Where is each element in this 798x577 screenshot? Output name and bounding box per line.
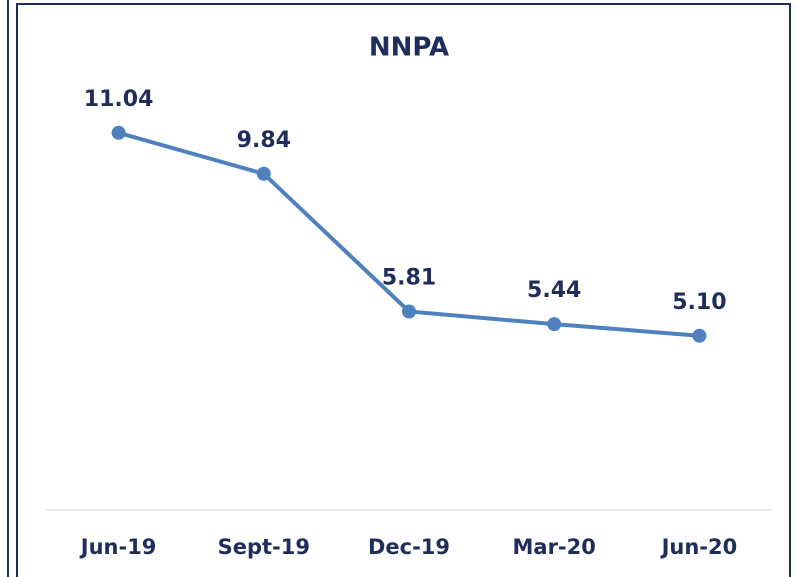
x-tick-label: Jun-20 [660, 535, 738, 559]
point [547, 317, 562, 332]
data-label: 5.81 [382, 265, 436, 290]
data-label: 5.44 [527, 278, 581, 303]
x-tick-label: Jun-19 [79, 535, 157, 559]
point [111, 125, 126, 140]
data-label: 5.10 [672, 290, 726, 315]
data-label: 9.84 [237, 128, 291, 153]
x-tick-label: Dec-19 [368, 535, 450, 559]
x-tick-label: Mar-20 [513, 535, 596, 559]
frame [16, 3, 791, 577]
data-label: 11.04 [84, 87, 154, 112]
x-tick-label: Sept-19 [218, 535, 310, 559]
point [692, 328, 707, 343]
point [402, 304, 416, 319]
chart-title: NNPA [369, 33, 449, 63]
point [256, 166, 271, 181]
